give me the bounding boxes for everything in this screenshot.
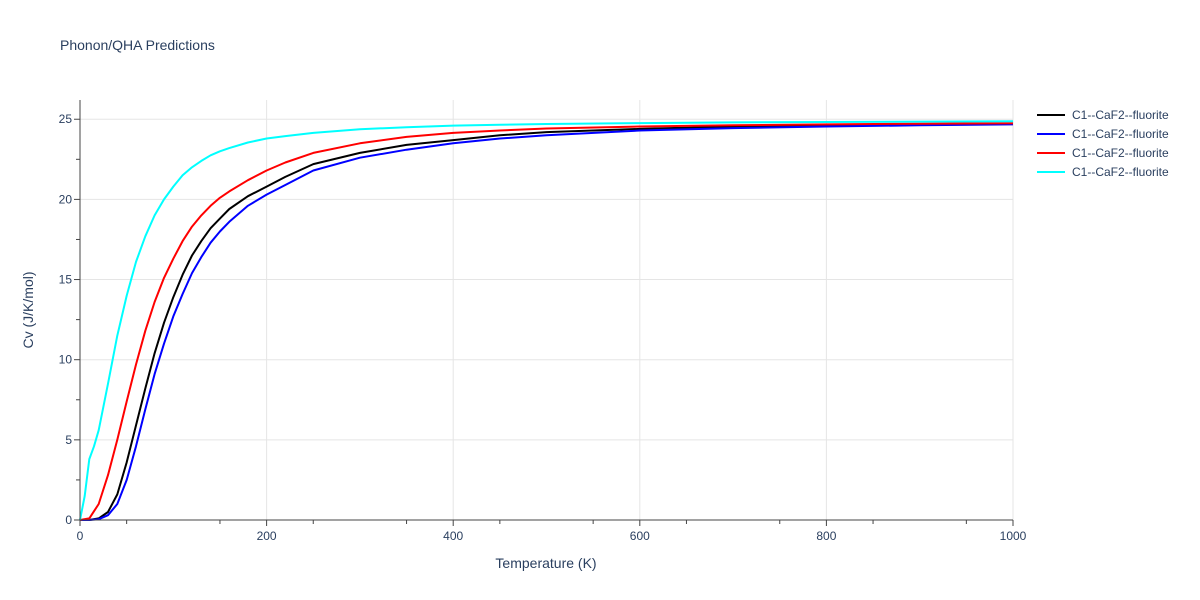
legend-label: C1--CaF2--fluorite xyxy=(1072,127,1169,141)
y-tick-label: 20 xyxy=(59,192,73,206)
x-tick-label: 1000 xyxy=(1000,529,1027,543)
legend-label: C1--CaF2--fluorite xyxy=(1072,146,1169,160)
legend-item[interactable]: C1--CaF2--fluorite xyxy=(1037,108,1169,122)
x-tick-label: 200 xyxy=(257,529,277,543)
series-line-1[interactable] xyxy=(80,122,1014,521)
legend-item[interactable]: C1--CaF2--fluorite xyxy=(1037,146,1169,160)
y-tick-label: 25 xyxy=(59,112,73,126)
chart-title: Phonon/QHA Predictions xyxy=(60,37,215,53)
x-tick-label: 400 xyxy=(443,529,463,543)
axes: 0 200 400 600 800 1000 0 5 10 15 20 25 xyxy=(59,100,1027,543)
legend[interactable]: C1--CaF2--fluorite C1--CaF2--fluorite C1--… xyxy=(1037,108,1169,179)
grid-lines xyxy=(80,100,1014,520)
y-tick-label: 15 xyxy=(59,273,73,287)
x-axis-title: Temperature (K) xyxy=(495,555,596,571)
series-line-4[interactable] xyxy=(79,120,1014,521)
series-line-2[interactable] xyxy=(80,123,1014,521)
x-tick-label: 600 xyxy=(630,529,650,543)
y-tick-label: 10 xyxy=(59,353,73,367)
series-line-3[interactable] xyxy=(79,122,1014,521)
legend-item[interactable]: C1--CaF2--fluorite xyxy=(1037,165,1169,179)
x-tick-label: 0 xyxy=(77,529,84,543)
legend-label: C1--CaF2--fluorite xyxy=(1072,108,1169,122)
y-tick-label: 5 xyxy=(65,433,72,447)
x-tick-label: 800 xyxy=(816,529,836,543)
y-tick-label: 0 xyxy=(65,513,72,527)
series-layer xyxy=(79,120,1014,521)
legend-label: C1--CaF2--fluorite xyxy=(1072,165,1169,179)
y-axis-title: Cv (J/K/mol) xyxy=(20,272,36,349)
legend-item[interactable]: C1--CaF2--fluorite xyxy=(1037,127,1169,141)
